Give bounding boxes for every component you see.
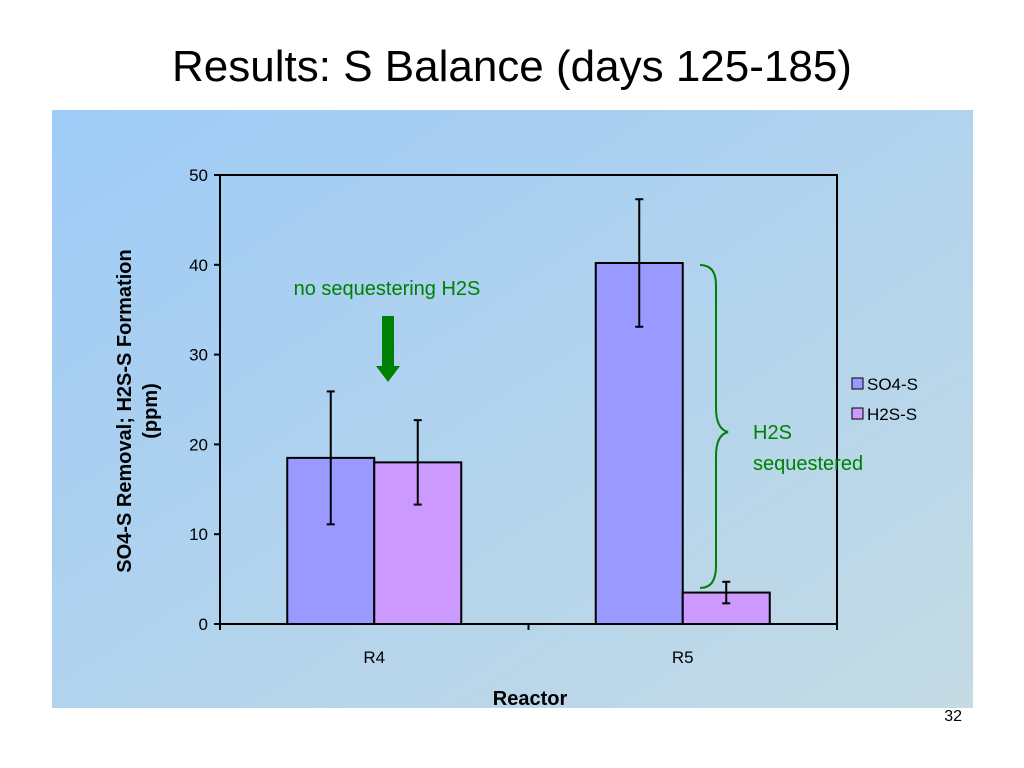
y-tick-label: 40 [189,256,208,275]
annotation-sequestered-line1: H2S [753,422,792,444]
down-arrow-icon [376,316,400,382]
y-tick-label: 0 [199,615,208,634]
x-tick-label: R4 [363,648,385,667]
slide-number: 32 [944,708,962,725]
y-tick-label: 50 [189,166,208,185]
x-tick-label: R5 [672,648,694,667]
legend: SO4-S H2S-S [851,375,918,424]
y-tick-label: 20 [189,435,208,454]
y-tick-label: 30 [189,346,208,365]
y-axis-label-line2: (ppm) [140,383,162,439]
chart-panel: 0 10 20 30 40 50 R4 R5 SO4-S Removal; H2S-S For… [52,110,973,708]
legend-swatch-so4 [851,377,864,390]
y-tick-label: 10 [189,525,208,544]
plot-area: 0 10 20 30 40 50 R4 R5 [189,166,838,667]
curly-brace-icon [699,264,729,589]
y-axis-label-line1: SO4-S Removal; H2S-S Formation [114,249,136,572]
chart-background [52,110,973,708]
annotation-no-sequestering: no sequestering H2S [294,278,481,300]
x-axis-label: Reactor [493,688,568,708]
legend-label-h2s: H2S-S [867,405,917,424]
legend-label-so4: SO4-S [867,375,918,394]
legend-swatch-h2s [851,407,864,420]
slide-title: Results: S Balance (days 125-185) [172,42,852,91]
annotation-sequestered-line2: sequestered [753,453,863,475]
